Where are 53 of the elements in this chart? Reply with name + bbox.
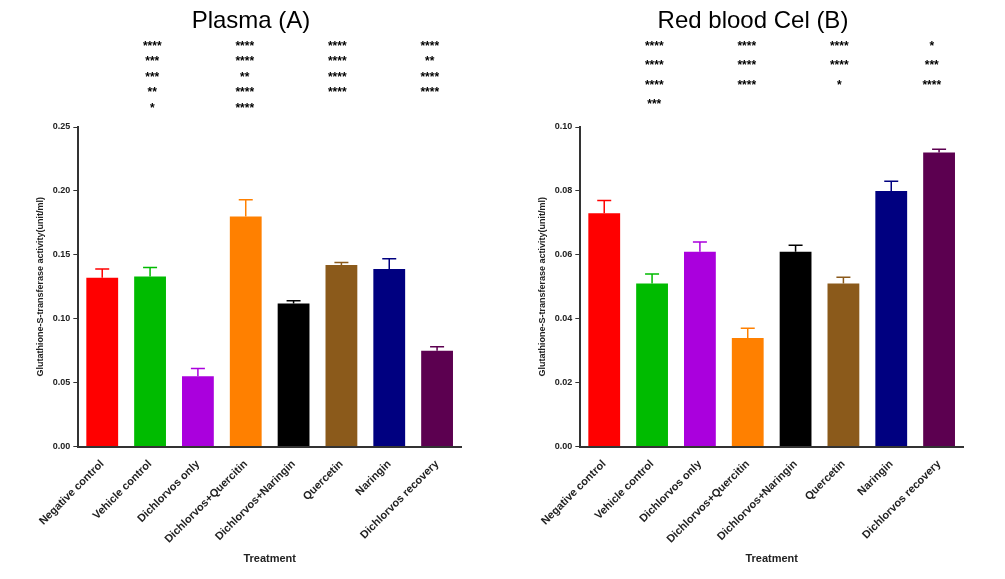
- text: ***: [646, 96, 663, 113]
- text: ****: [828, 58, 850, 75]
- chart-title: Plasma (A): [191, 6, 311, 35]
- text: **: [146, 85, 158, 100]
- y-axis-title: Glutathione-S-transferase activity(unit/ml): [536, 197, 547, 377]
- text: ****: [326, 69, 348, 85]
- bar: [325, 265, 358, 447]
- text: ****: [234, 100, 256, 115]
- text: **: [239, 69, 251, 85]
- text: ****: [643, 39, 665, 55]
- text: ****: [736, 58, 758, 75]
- text: ****: [326, 54, 348, 69]
- y-tick-label: 0.05: [52, 377, 71, 388]
- text: *: [148, 100, 156, 115]
- y-tick-label: 0.25: [52, 121, 71, 132]
- text: ****: [234, 39, 256, 54]
- text: ****: [643, 58, 665, 75]
- text: ****: [234, 85, 256, 100]
- y-tick-label: 0.10: [52, 313, 71, 324]
- text: *: [928, 39, 936, 55]
- y-tick-label: 0.06: [554, 249, 573, 260]
- y-tick-label: 0.20: [52, 185, 71, 196]
- y-tick-label: 0.00: [52, 441, 71, 452]
- y-tick-label: 0.10: [554, 121, 573, 132]
- text: *: [835, 77, 843, 94]
- text: ****: [828, 39, 850, 55]
- chart-title: Red blood Cel (B): [657, 6, 849, 35]
- text: **: [424, 54, 436, 69]
- text: ****: [326, 39, 348, 54]
- y-axis-title: Glutathione-S-transferase activity(unit/ml): [34, 197, 45, 377]
- text: ****: [643, 77, 665, 94]
- text: ****: [736, 39, 758, 55]
- text: ****: [736, 77, 758, 94]
- y-tick-label: 0.00: [554, 441, 573, 452]
- text: ****: [141, 39, 163, 54]
- text: ****: [419, 85, 441, 100]
- text: ****: [326, 85, 348, 100]
- bar: [421, 350, 453, 447]
- text: ****: [921, 77, 943, 94]
- y-tick-label: 0.08: [554, 185, 573, 196]
- text: ***: [144, 54, 161, 69]
- x-axis-title: Treatment: [745, 552, 799, 565]
- y-tick-label: 0.02: [554, 377, 573, 388]
- bar: [277, 303, 310, 447]
- y-tick-label: 0.15: [52, 249, 71, 260]
- text: ***: [923, 58, 940, 75]
- y-tick-label: 0.04: [554, 313, 573, 324]
- x-axis-title: Treatment: [243, 552, 297, 565]
- text: ****: [419, 69, 441, 85]
- text: ****: [419, 39, 441, 54]
- text: ****: [234, 54, 256, 69]
- text: ***: [144, 69, 161, 85]
- bar: [923, 152, 955, 447]
